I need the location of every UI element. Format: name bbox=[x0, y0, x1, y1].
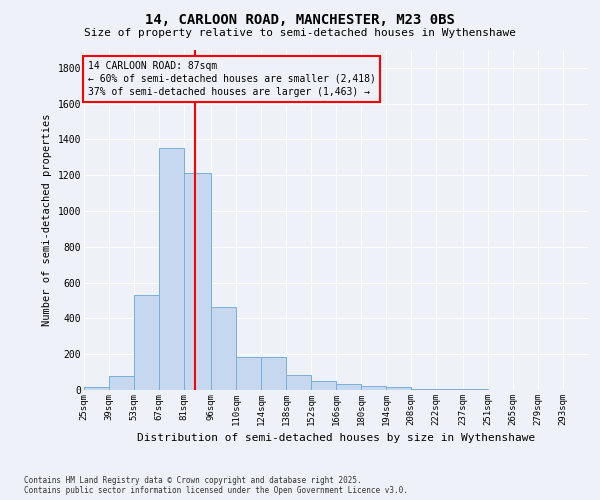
Bar bbox=[386, 388, 411, 390]
Y-axis label: Number of semi-detached properties: Number of semi-detached properties bbox=[42, 114, 52, 326]
Text: Size of property relative to semi-detached houses in Wythenshawe: Size of property relative to semi-detach… bbox=[84, 28, 516, 38]
Bar bbox=[261, 357, 286, 390]
Bar bbox=[109, 376, 134, 390]
Bar bbox=[463, 389, 488, 390]
Bar bbox=[436, 389, 463, 390]
Bar bbox=[236, 357, 261, 390]
X-axis label: Distribution of semi-detached houses by size in Wythenshawe: Distribution of semi-detached houses by … bbox=[137, 434, 535, 444]
Bar bbox=[211, 307, 236, 390]
Bar bbox=[311, 381, 336, 390]
Bar bbox=[159, 148, 184, 390]
Bar bbox=[411, 389, 436, 390]
Text: 14, CARLOON ROAD, MANCHESTER, M23 0BS: 14, CARLOON ROAD, MANCHESTER, M23 0BS bbox=[145, 12, 455, 26]
Bar bbox=[134, 295, 159, 390]
Text: Contains HM Land Registry data © Crown copyright and database right 2025.
Contai: Contains HM Land Registry data © Crown c… bbox=[24, 476, 408, 495]
Bar bbox=[84, 388, 109, 390]
Bar bbox=[286, 375, 311, 390]
Text: 14 CARLOON ROAD: 87sqm
← 60% of semi-detached houses are smaller (2,418)
37% of : 14 CARLOON ROAD: 87sqm ← 60% of semi-det… bbox=[88, 60, 376, 97]
Bar bbox=[184, 172, 211, 390]
Bar bbox=[336, 384, 361, 390]
Bar bbox=[361, 386, 386, 390]
